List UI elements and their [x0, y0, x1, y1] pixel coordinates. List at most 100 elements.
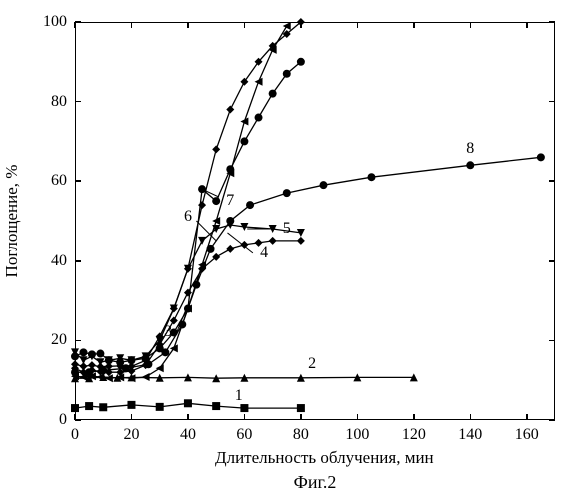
y-axis-label: Поглощение, %: [2, 165, 22, 278]
x-axis-label: Длительность облучения, мин: [215, 448, 434, 468]
chart-container: Поглощение, % Длительность облучения, ми…: [0, 0, 575, 500]
marker-circle: [161, 348, 169, 356]
marker-triangle-left: [283, 22, 291, 30]
marker-triangle-left: [170, 344, 178, 352]
series-label-1: 1: [235, 387, 243, 405]
marker-triangle-left: [142, 373, 150, 381]
x-tick: [526, 22, 528, 28]
marker-triangle-left: [255, 78, 263, 86]
y-tick: [75, 101, 81, 103]
x-tick: [357, 414, 359, 420]
marker-triangle-down: [198, 237, 206, 245]
y-tick-label: 60: [51, 172, 67, 190]
x-tick: [244, 414, 246, 420]
marker-circle: [116, 358, 124, 366]
series-line-8: [75, 157, 541, 372]
marker-circle: [122, 364, 130, 372]
marker-circle: [71, 352, 79, 360]
y-tick-label: 80: [51, 93, 67, 111]
marker-circle: [226, 165, 234, 173]
marker-circle: [537, 153, 545, 161]
x-tick: [300, 22, 302, 28]
marker-diamond: [88, 361, 96, 369]
marker-circle: [85, 368, 93, 376]
series-label-3: 3: [164, 323, 172, 341]
marker-circle: [283, 70, 291, 78]
marker-square: [184, 399, 192, 407]
y-tick-label: 100: [43, 13, 67, 31]
x-tick-label: 140: [458, 426, 482, 444]
y-tick: [75, 180, 81, 182]
y-tick: [75, 21, 81, 23]
series-label-2: 2: [308, 355, 316, 373]
y-tick: [549, 419, 555, 421]
y-tick-label: 20: [51, 331, 67, 349]
x-tick: [244, 22, 246, 28]
marker-circle: [144, 360, 152, 368]
marker-circle: [466, 161, 474, 169]
y-tick: [549, 340, 555, 342]
marker-circle: [79, 348, 87, 356]
marker-square: [99, 403, 107, 411]
marker-square: [297, 404, 305, 412]
x-tick-label: 100: [345, 426, 369, 444]
marker-diamond: [226, 106, 234, 114]
x-tick: [526, 414, 528, 420]
marker-circle: [283, 189, 291, 197]
y-tick: [549, 260, 555, 262]
marker-diamond: [226, 245, 234, 253]
y-tick: [75, 260, 81, 262]
x-tick-label: 20: [123, 426, 139, 444]
marker-square: [240, 404, 248, 412]
marker-circle: [127, 356, 135, 364]
x-tick-label: 60: [236, 426, 252, 444]
marker-square: [212, 402, 220, 410]
marker-square: [127, 401, 135, 409]
y-tick: [549, 180, 555, 182]
marker-square: [85, 402, 93, 410]
x-tick: [470, 414, 472, 420]
marker-triangle-left: [240, 118, 248, 126]
series-layer: [0, 0, 575, 500]
marker-circle: [96, 350, 104, 358]
marker-circle: [99, 366, 107, 374]
series-label-4: 4: [260, 244, 268, 262]
series-line-4: [75, 22, 301, 367]
marker-diamond: [297, 237, 305, 245]
x-tick: [74, 22, 76, 28]
x-tick-label: 80: [293, 426, 309, 444]
y-tick: [75, 419, 81, 421]
marker-circle: [212, 197, 220, 205]
y-tick-label: 0: [59, 411, 67, 429]
marker-circle: [269, 90, 277, 98]
marker-diamond: [212, 145, 220, 153]
y-tick: [549, 101, 555, 103]
y-tick: [549, 21, 555, 23]
marker-square: [156, 403, 164, 411]
x-tick: [300, 414, 302, 420]
marker-circle: [105, 356, 113, 364]
marker-circle: [178, 320, 186, 328]
x-tick-label: 0: [71, 426, 79, 444]
x-tick: [413, 414, 415, 420]
series-label-8: 8: [466, 140, 474, 158]
x-tick-label: 40: [180, 426, 196, 444]
marker-circle: [192, 281, 200, 289]
marker-circle: [71, 368, 79, 376]
marker-circle: [207, 245, 215, 253]
marker-circle: [226, 217, 234, 225]
series-label-7: 7: [226, 192, 234, 210]
x-tick: [470, 22, 472, 28]
x-tick: [357, 22, 359, 28]
figure-caption: Фиг.2: [294, 472, 337, 493]
marker-diamond: [240, 241, 248, 249]
marker-diamond: [269, 237, 277, 245]
x-tick: [187, 22, 189, 28]
marker-square: [71, 404, 79, 412]
y-tick-label: 40: [51, 252, 67, 270]
marker-triangle-down: [79, 356, 87, 364]
x-tick: [413, 22, 415, 28]
marker-circle: [246, 201, 254, 209]
marker-circle: [240, 137, 248, 145]
marker-circle: [255, 114, 263, 122]
